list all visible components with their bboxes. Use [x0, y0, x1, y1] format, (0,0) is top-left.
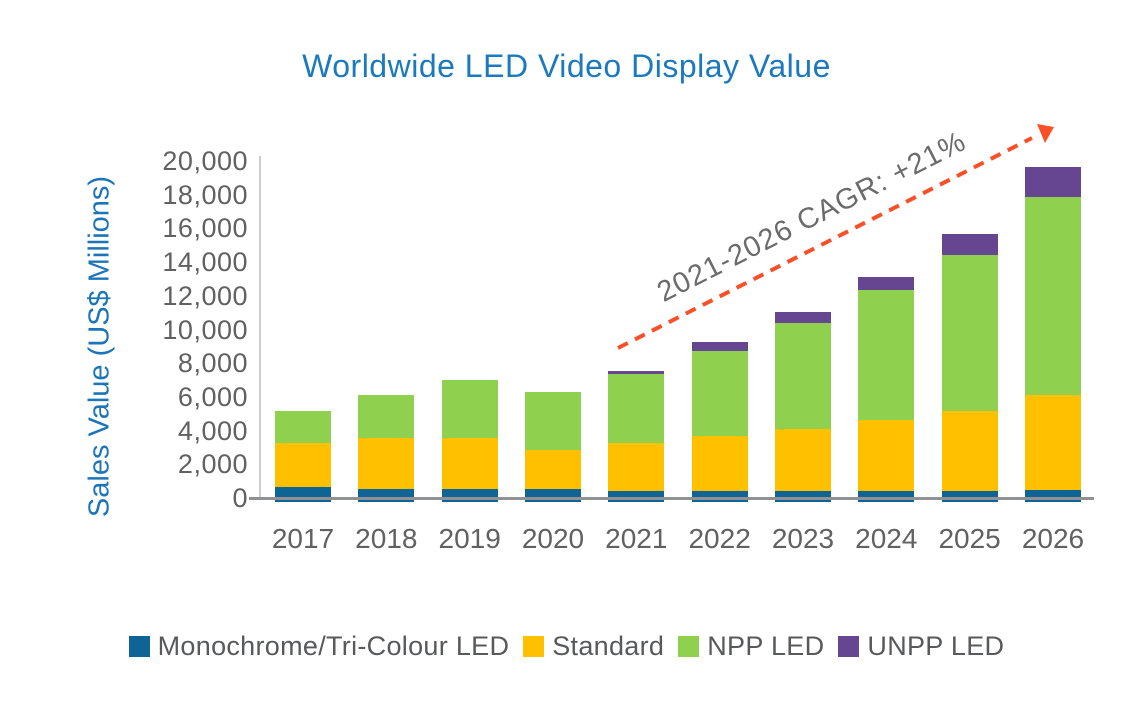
y-tick-label: 12,000: [162, 280, 248, 311]
y-tick-label: 2,000: [177, 449, 248, 480]
legend-swatch-icon: [678, 636, 700, 657]
y-tick-label: 16,000: [162, 213, 248, 244]
bar-segment: [1024, 489, 1081, 502]
legend-swatch-icon: [128, 636, 150, 657]
legend-label: NPP LED: [707, 631, 825, 661]
bar-segment: [691, 490, 748, 502]
x-tick-label: 2019: [438, 523, 501, 554]
trend-arrowhead-icon: [1037, 124, 1054, 143]
bar-segment: [608, 490, 665, 502]
bar-segment: [774, 311, 831, 323]
bar-segment: [691, 342, 748, 351]
legend-item: UNPP LED: [838, 631, 1004, 662]
y-tick-label: 4,000: [177, 415, 248, 446]
bar-segment: [858, 290, 915, 420]
x-tick-label: 2024: [855, 523, 918, 554]
bar-segment: [1024, 196, 1081, 396]
y-axis-line: [259, 156, 261, 500]
y-tick-label: 18,000: [162, 179, 248, 210]
legend-label: UNPP LED: [867, 631, 1005, 661]
y-tick-label: 8,000: [177, 348, 248, 379]
bar-segment: [691, 350, 748, 436]
legend-item: Standard: [523, 631, 664, 662]
bar-segment: [774, 490, 831, 502]
legend-label: Standard: [552, 631, 665, 661]
bar-segment: [524, 488, 581, 502]
x-tick-label: 2023: [771, 523, 835, 554]
x-axis-line: [249, 497, 1094, 500]
legend-swatch-icon: [838, 636, 860, 657]
bar-segment: [858, 276, 915, 291]
y-axis-title: Sales Value (US$ Millions): [83, 175, 116, 518]
legend-swatch-icon: [523, 636, 545, 657]
bar-segment: [858, 419, 915, 491]
x-tick-label: 2021: [605, 523, 668, 554]
bar-segment: [941, 233, 998, 255]
legend-label: Monochrome/Tri-Colour LED: [157, 631, 510, 661]
bar-segment: [275, 410, 331, 444]
bar-segment: [441, 380, 498, 439]
bar-segment: [608, 374, 665, 444]
legend: Monochrome/Tri-Colour LED Standard NPP LED…: [0, 631, 1133, 662]
y-tick-label: 0: [232, 483, 248, 513]
y-tick-label: 14,000: [162, 247, 248, 278]
bar-segment: [608, 443, 665, 491]
bar-segment: [691, 435, 748, 491]
bar-segment: [524, 450, 581, 489]
x-tick-label: 2018: [355, 523, 418, 554]
x-tick-label: 2017: [271, 523, 335, 554]
y-tick-label: 6,000: [177, 381, 248, 412]
bar-segment: [358, 394, 415, 439]
x-tick-label: 2022: [688, 523, 751, 554]
bar-segment: [941, 411, 998, 491]
bar-segment: [774, 322, 831, 430]
x-tick-label: 2020: [521, 523, 585, 554]
bar-segment: [275, 443, 331, 488]
bar-segment: [358, 488, 415, 502]
bar-segment: [358, 438, 415, 489]
bar-segment: [524, 392, 581, 451]
bar-segment: [1024, 395, 1081, 490]
x-tick-label: 2026: [1021, 523, 1085, 554]
bar-segment: [1024, 167, 1081, 197]
legend-item: NPP LED: [678, 631, 824, 662]
chart-title: Worldwide LED Video Display Value: [302, 48, 831, 84]
bar-segment: [941, 254, 998, 412]
bar-segment: [608, 370, 665, 375]
x-tick-label: 2025: [938, 523, 1001, 554]
y-tick-label: 10,000: [162, 314, 248, 345]
legend-item: Monochrome/Tri-Colour LED: [128, 631, 510, 662]
bar-segment: [858, 490, 915, 502]
y-tick-label: 20,000: [162, 146, 248, 176]
bar-segment: [441, 488, 498, 502]
bar-segment: [441, 438, 498, 489]
bar-segment: [774, 429, 831, 491]
bar-segment: [941, 490, 998, 502]
